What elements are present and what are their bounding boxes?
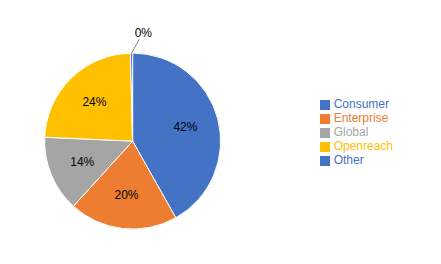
svg-text:0%: 0% [135,26,153,40]
html-text:Enterprise: Enterprise [333,111,389,125]
svg-text:20%: 20% [114,188,138,202]
html-text:Other: Other [333,153,364,167]
svg-text:24%: 24% [82,95,106,109]
html-text:Global: Global [333,125,369,139]
svg-text:14%: 14% [70,155,94,169]
html-text:Openreach: Openreach [333,139,393,153]
html-text:Consumer: Consumer [333,97,389,111]
svg-text:42%: 42% [173,120,197,134]
